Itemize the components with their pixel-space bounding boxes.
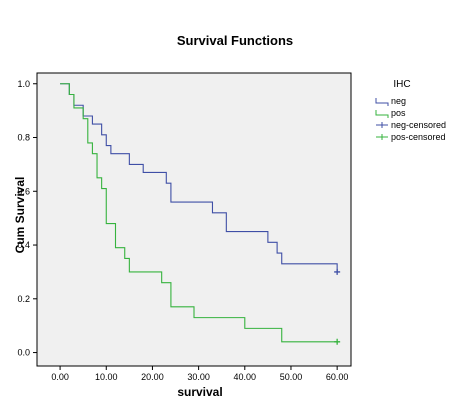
chart-title: Survival Functions <box>177 33 293 48</box>
x-tick-label: 50.00 <box>280 372 303 382</box>
x-tick-label: 30.00 <box>187 372 210 382</box>
x-tick-label: 20.00 <box>141 372 164 382</box>
legend-swatch-pos <box>375 110 389 118</box>
x-tick-label: 10.00 <box>95 372 118 382</box>
legend-swatch-neg-censored <box>376 122 388 128</box>
legend-label-neg-censored: neg-censored <box>391 120 446 130</box>
survival-curves <box>60 83 341 345</box>
legend-swatch-pos-censored <box>376 134 388 140</box>
y-tick-label: 1.0 <box>17 79 30 89</box>
y-tick-label: 0.6 <box>17 186 30 196</box>
plot-area <box>36 72 352 367</box>
y-tick-label: 0.4 <box>17 240 30 250</box>
y-axis-title: Cum Survival <box>13 177 27 254</box>
legend-swatch-neg <box>375 98 389 106</box>
neg-censored-marker <box>334 268 341 275</box>
legend-label-neg: neg <box>391 96 406 106</box>
x-tick-label: 60.00 <box>326 372 349 382</box>
pos-censored-marker <box>334 338 341 345</box>
legend-label-pos: pos <box>391 108 406 118</box>
y-tick-label: 0.2 <box>17 294 30 304</box>
legend-label-pos-censored: pos-censored <box>391 132 446 142</box>
x-tick-label: 40.00 <box>234 372 257 382</box>
legend: IHC neg pos neg-censored pos-censored <box>375 79 446 142</box>
survival-curve-pos <box>60 83 338 343</box>
x-tick-label: 0.00 <box>51 372 69 382</box>
y-tick-label: 0.8 <box>17 133 30 143</box>
axes: 0.00 10.00 20.00 30.00 40.00 50.00 60.00 0.0 0.2… <box>17 79 348 382</box>
y-tick-label: 0.0 <box>17 348 30 358</box>
legend-title: IHC <box>393 79 410 90</box>
x-axis-title: survival <box>177 385 222 399</box>
